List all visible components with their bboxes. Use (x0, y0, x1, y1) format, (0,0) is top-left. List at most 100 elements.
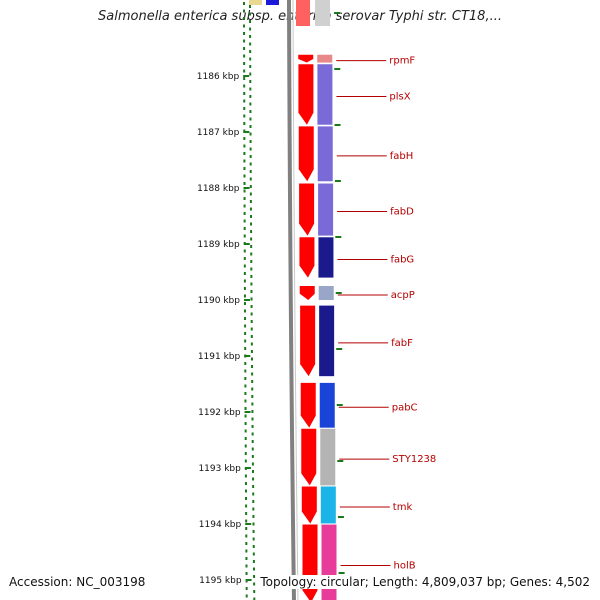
gc-dot (244, 369, 247, 373)
gc-dot (250, 297, 253, 301)
gc-dot (251, 365, 254, 368)
gc-tick (334, 180, 341, 182)
gc-dot (243, 152, 246, 155)
gc-dot (244, 407, 247, 410)
gc-tick (335, 292, 342, 294)
cds-arrow-fabG (299, 237, 315, 278)
gc-dot (252, 530, 255, 533)
gc-dot (250, 357, 253, 361)
gc-dot (244, 324, 247, 328)
cds-arrow-rpmF (298, 54, 314, 63)
partial-cds (296, 0, 310, 26)
gc-dot (245, 497, 248, 500)
gc-tick (334, 68, 341, 70)
gc-dot (245, 587, 248, 590)
gc-dot (244, 482, 247, 485)
gc-dot (243, 189, 246, 193)
gene-labels: rpmF plsX fabH fabD fabG acpP fabF pabC STY1238 t… (336, 56, 436, 571)
gene-label-fabG: fabG (390, 254, 414, 265)
tick-mark (243, 299, 250, 301)
tick-mark (244, 355, 251, 357)
gc-dot (243, 77, 246, 80)
gc-dot (249, 132, 252, 136)
cds-arrow-acpP (299, 286, 315, 300)
gc-dot (250, 267, 253, 271)
gc-dot (244, 422, 247, 425)
gc-dot (243, 62, 246, 65)
gc-dot (243, 47, 246, 50)
gc-dot (243, 264, 246, 268)
gc-dot (244, 444, 247, 448)
gc-dot (243, 122, 246, 125)
gc-dot (244, 332, 247, 335)
gc-dot (251, 432, 254, 436)
gc-dot (243, 272, 246, 275)
gc-dot (243, 279, 246, 283)
gc-dot (243, 167, 246, 170)
gc-dot (250, 230, 253, 233)
gc-dot (250, 327, 253, 331)
cog-box-tmk (320, 486, 336, 524)
gc-dot (245, 564, 248, 568)
gc-dot (249, 57, 252, 61)
gc-dot (244, 309, 247, 313)
gc-dot (243, 287, 246, 290)
tick-mark (243, 187, 250, 189)
gc-dot (243, 294, 246, 298)
accession-text: Accession: NC_003198 (9, 575, 146, 589)
cog-box-acpP (318, 286, 334, 300)
gc-dot (243, 174, 246, 178)
gc-dot (251, 410, 254, 413)
gc-dot (243, 197, 246, 200)
gc-tick (335, 236, 342, 238)
gc-dot (244, 399, 247, 403)
gc-dot (249, 155, 252, 158)
gc-dot (243, 144, 246, 148)
kbp-ticks: 1186 kbp 1187 kbp 1188 kbp 1189 kbp 1190 kbp… (197, 72, 252, 586)
gc-tick (336, 404, 343, 406)
cog-box-plsX (317, 64, 333, 125)
gc-dot (251, 387, 254, 391)
tick-label: 1191 kbp (198, 352, 241, 362)
gc-dot (244, 392, 247, 395)
gc-dot (253, 590, 256, 593)
gene-label-fabF: fabF (391, 338, 413, 349)
gc-dot (243, 24, 246, 28)
gc-dot (243, 219, 246, 223)
gc-dot (245, 527, 248, 530)
cds-arrow-fabF (300, 305, 316, 377)
gene-label-holB: holB (394, 560, 416, 571)
gene-label-fabD: fabD (390, 207, 414, 218)
gc-dot (249, 50, 252, 53)
tick-label: 1186 kbp (197, 72, 240, 82)
tick-label: 1192 kbp (198, 408, 241, 418)
gc-dot (245, 594, 248, 598)
gc-dot (250, 342, 253, 346)
gc-dot (251, 462, 254, 466)
gc-dot (243, 99, 246, 103)
gc-dot (249, 192, 252, 196)
gc-dot (253, 575, 256, 578)
gc-dot (252, 477, 255, 481)
gc-dot (251, 417, 254, 421)
gc-dot (249, 95, 252, 98)
gc-dot (244, 437, 247, 440)
gc-dot (244, 347, 247, 350)
gene-label-pabC: pabC (392, 402, 418, 413)
gc-dot (243, 54, 246, 58)
gc-dot (243, 9, 246, 13)
cog-box-rpmF (317, 54, 333, 63)
gc-tick (338, 572, 345, 574)
gc-dot (252, 545, 255, 548)
gc-dot (250, 312, 253, 316)
cds-arrow-fabH (298, 126, 314, 182)
tick-mark (243, 243, 250, 245)
gc-dot (250, 290, 253, 293)
gc-dot (249, 200, 252, 203)
tick-label: 1189 kbp (197, 240, 240, 250)
gc-dot (251, 447, 254, 451)
backbone-line (287, 0, 296, 600)
gene-label-rpmF: rpmF (389, 56, 415, 67)
topology-text: Topology: circular; Length: 4,809,037 bp… (260, 575, 590, 589)
gc-dot (243, 234, 246, 238)
